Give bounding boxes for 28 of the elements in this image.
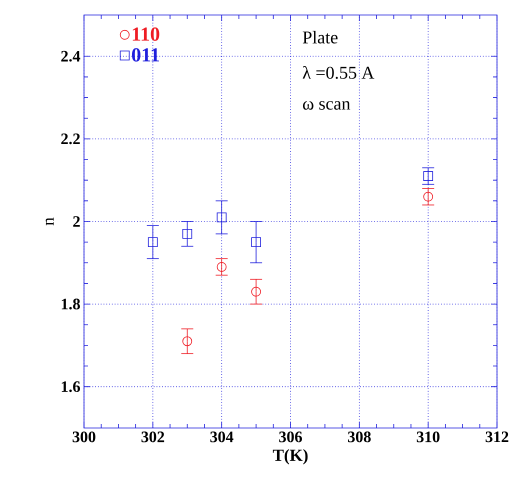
x-tick-label: 306 <box>279 432 302 442</box>
point <box>251 237 261 248</box>
y-axis-title: n <box>46 218 54 226</box>
point <box>251 286 261 297</box>
x-tick-label: 304 <box>210 432 234 442</box>
point <box>216 212 227 222</box>
point <box>216 262 227 272</box>
x-tick-label: 302 <box>141 432 164 442</box>
y-tick-label: 2 <box>73 216 80 227</box>
x-axis-title: T(K) <box>272 449 308 464</box>
legend-label: 110 <box>132 27 160 41</box>
y-tick-label: 1.6 <box>62 381 80 392</box>
annotation: Plate <box>302 30 338 44</box>
x-tick-label: 308 <box>348 432 371 442</box>
annotation: ω scan <box>302 101 350 110</box>
point <box>148 237 158 248</box>
y-tick-label: 1.8 <box>62 298 80 310</box>
annotation: λ =0.55 A <box>302 66 374 79</box>
y-tick-label: 2.2 <box>61 134 80 144</box>
x-tick-label: 300 <box>72 432 96 442</box>
y-tick-label: 2.4 <box>61 50 80 62</box>
point <box>182 228 192 239</box>
x-tick-label: 312 <box>486 432 508 442</box>
point <box>423 192 434 202</box>
point <box>423 171 434 181</box>
point <box>182 336 192 346</box>
legend-label: 011 <box>132 48 159 62</box>
x-tick-label: 310 <box>416 432 440 442</box>
